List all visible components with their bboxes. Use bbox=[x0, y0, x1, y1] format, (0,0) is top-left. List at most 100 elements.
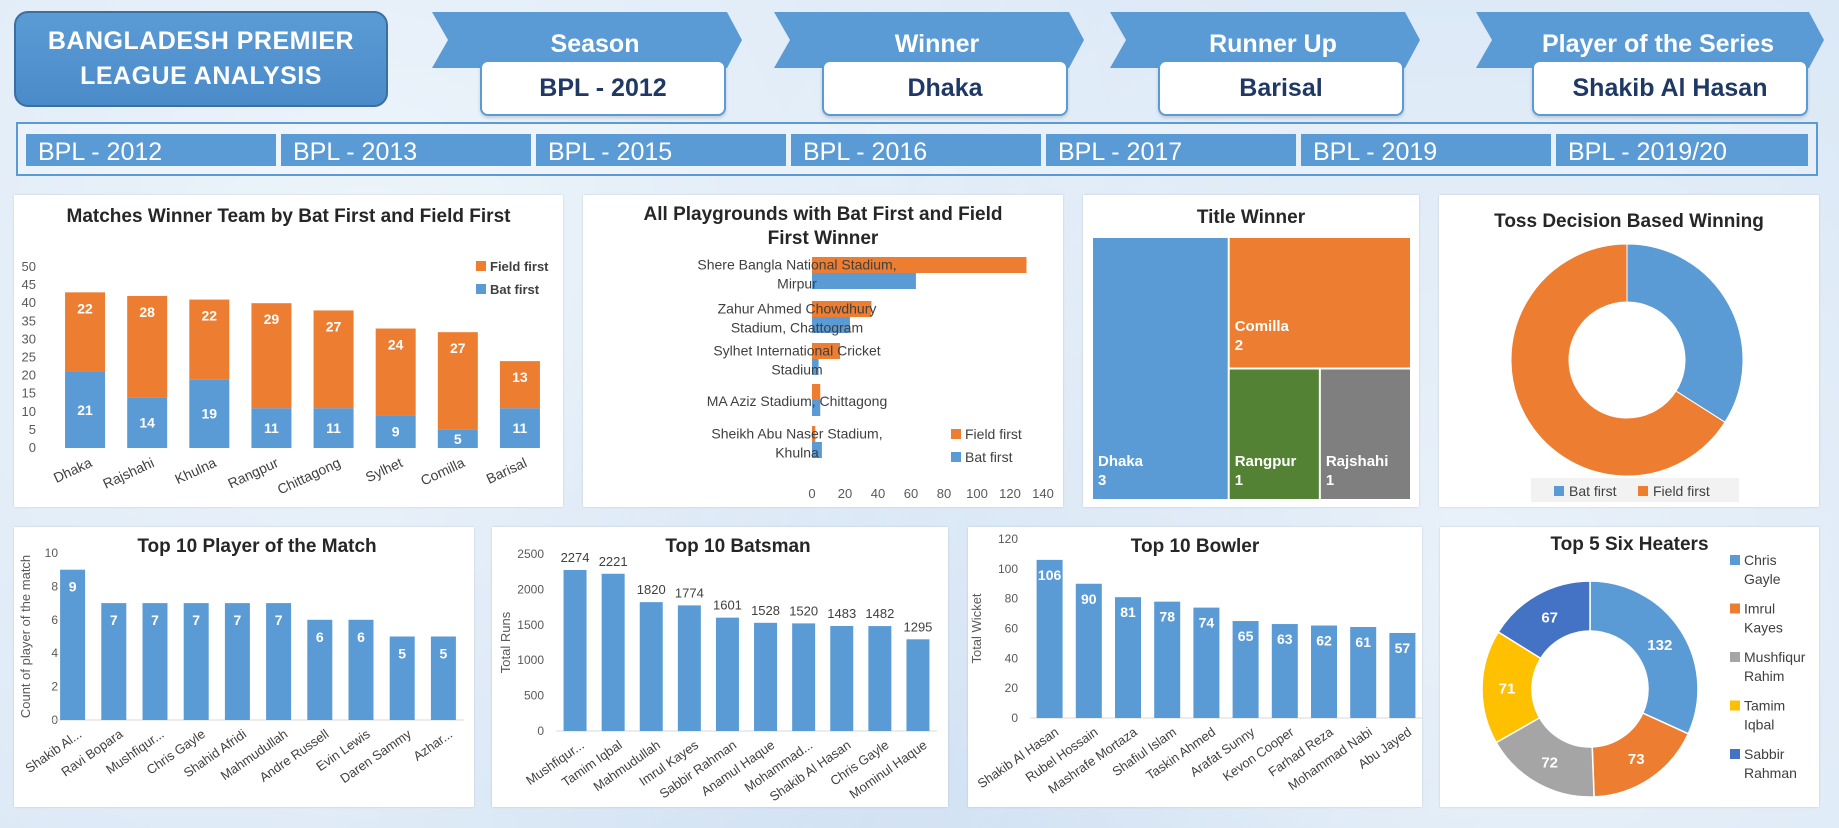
data-label: 1482 bbox=[865, 606, 894, 621]
y-axis-label: Count of player of the match bbox=[18, 555, 33, 718]
chart-svg: Bat first Field first bbox=[1510, 243, 1744, 502]
donut-slice bbox=[1589, 580, 1699, 735]
x-tick-label: Rajshahi bbox=[100, 454, 156, 492]
legend-swatch bbox=[1730, 603, 1740, 614]
season-button-2019-20[interactable]: BPL - 2019/20 bbox=[1556, 134, 1808, 166]
legend-label: Rahim bbox=[1744, 668, 1784, 684]
bar bbox=[1036, 559, 1063, 718]
data-label: 78 bbox=[1159, 609, 1175, 625]
chart-svg: Dhaka 3 Comilla 2 Rangpur 1 Rajshahi 1 bbox=[1093, 238, 1410, 499]
legend-label-bat-first: Bat first bbox=[490, 282, 540, 297]
y-tick-label: 120 bbox=[998, 532, 1018, 546]
legend-label: Mushfiqur bbox=[1744, 649, 1806, 665]
data-label: 67 bbox=[1541, 609, 1558, 626]
bar-bat-first bbox=[812, 273, 916, 289]
y-tick-label: 10 bbox=[45, 546, 59, 560]
y-category-label: Zahur Ahmed Chowdhury bbox=[718, 301, 877, 317]
bar bbox=[224, 603, 250, 720]
kpi-winner-value: Dhaka bbox=[822, 60, 1068, 116]
treemap-label: Dhaka bbox=[1098, 453, 1144, 470]
y-tick-label: 100 bbox=[998, 562, 1018, 576]
x-tick-label: Daren Sammy bbox=[337, 726, 414, 786]
y-tick-label: 30 bbox=[22, 331, 36, 346]
bar bbox=[677, 605, 701, 731]
dashboard-title: BANGLADESH PREMIER LEAGUE ANALYSIS bbox=[14, 11, 388, 107]
bar-bat-first bbox=[812, 317, 850, 333]
bar-bat-first bbox=[251, 408, 292, 448]
bar-field-first bbox=[65, 292, 106, 372]
bar bbox=[868, 626, 892, 731]
x-tick-label: Khulna bbox=[172, 454, 218, 487]
season-button-2013[interactable]: BPL - 2013 bbox=[281, 134, 531, 166]
bar-field-first bbox=[313, 310, 354, 409]
kpi-winner: Winner Dhaka bbox=[774, 10, 1084, 116]
bar bbox=[1115, 597, 1141, 718]
treemap-label: Rangpur bbox=[1235, 453, 1297, 470]
legend-swatch-bat-first bbox=[1554, 486, 1564, 496]
chart-svg: Shere Bangla National Stadium, Mirpur Zahu… bbox=[697, 257, 1053, 502]
data-label: 22 bbox=[202, 308, 218, 324]
data-label: 7 bbox=[192, 612, 200, 628]
legend-swatch-field-first bbox=[476, 261, 486, 271]
chart-title-line-2: First Winner bbox=[767, 228, 879, 249]
season-button-2016[interactable]: BPL - 2016 bbox=[791, 134, 1041, 166]
season-button-2015[interactable]: BPL - 2015 bbox=[536, 134, 786, 166]
bar bbox=[1154, 601, 1181, 718]
legend-swatch bbox=[1730, 700, 1740, 711]
y-tick-label: 0 bbox=[537, 724, 544, 738]
y-tick-label: 6 bbox=[51, 613, 58, 627]
bar bbox=[348, 619, 374, 720]
data-label: 7 bbox=[275, 612, 283, 628]
x-tick-label: Chittagong bbox=[275, 454, 343, 497]
kpi-season: Season BPL - 2012 bbox=[432, 10, 742, 116]
legend-swatch-field-first bbox=[1638, 486, 1648, 496]
chart-top-batsman: Top 10 Batsman 0 500 1000 1500 2000 2500 Total… bbox=[492, 527, 948, 807]
data-label: 7 bbox=[151, 612, 159, 628]
treemap-value: 2 bbox=[1235, 337, 1243, 354]
chart-toss-decision: Toss Decision Based Winning Bat first Fie… bbox=[1439, 195, 1819, 507]
treemap-value: 1 bbox=[1326, 472, 1334, 489]
bar-field-first bbox=[127, 295, 168, 398]
data-label: 22 bbox=[77, 300, 93, 316]
bar bbox=[792, 623, 816, 731]
bar-field-first bbox=[499, 361, 540, 409]
treemap-value: 3 bbox=[1098, 472, 1106, 489]
kpi-player-of-series-label: Player of the Series bbox=[1541, 30, 1775, 58]
bar bbox=[266, 603, 292, 720]
x-tick-label: Dhaka bbox=[51, 454, 95, 486]
bar bbox=[754, 622, 778, 731]
data-label: 1528 bbox=[751, 603, 780, 618]
season-button-2019[interactable]: BPL - 2019 bbox=[1301, 134, 1551, 166]
bar-bat-first bbox=[65, 371, 106, 448]
kpi-runner-up-value: Barisal bbox=[1158, 60, 1404, 116]
data-label: 19 bbox=[202, 406, 218, 422]
bar-field-first bbox=[812, 343, 841, 359]
kpi-season-label: Season bbox=[550, 30, 640, 58]
bar-field-first bbox=[251, 303, 292, 409]
season-button-2012[interactable]: BPL - 2012 bbox=[26, 134, 276, 166]
data-label: 11 bbox=[264, 420, 279, 436]
data-label: 73 bbox=[1628, 751, 1645, 768]
bar bbox=[1271, 624, 1298, 718]
bar bbox=[142, 603, 168, 720]
chart-title: Matches Winner Team by Bat First and Fie… bbox=[66, 206, 511, 227]
y-tick-label: 45 bbox=[22, 277, 36, 292]
y-axis-label: Total Runs bbox=[498, 611, 513, 673]
y-category-label: Stadium bbox=[771, 362, 822, 378]
y-tick-label: 2000 bbox=[517, 582, 544, 596]
x-tick-label: 80 bbox=[937, 486, 951, 501]
data-label: 24 bbox=[388, 337, 404, 353]
data-label: 1295 bbox=[903, 619, 932, 634]
data-label: 81 bbox=[1120, 604, 1136, 620]
data-label: 7 bbox=[110, 612, 118, 628]
chart-title: Top 10 Player of the Match bbox=[137, 536, 377, 557]
season-button-2017[interactable]: BPL - 2017 bbox=[1046, 134, 1296, 166]
treemap-tile bbox=[1229, 369, 1319, 499]
data-label: 57 bbox=[1395, 640, 1411, 656]
x-tick-label: 20 bbox=[838, 486, 852, 501]
data-label: 74 bbox=[1199, 615, 1215, 631]
y-tick-label: 60 bbox=[1005, 622, 1019, 636]
x-tick-label: Rangpur bbox=[225, 454, 281, 491]
kpi-player-of-series-value: Shakib Al Hasan bbox=[1532, 60, 1808, 116]
